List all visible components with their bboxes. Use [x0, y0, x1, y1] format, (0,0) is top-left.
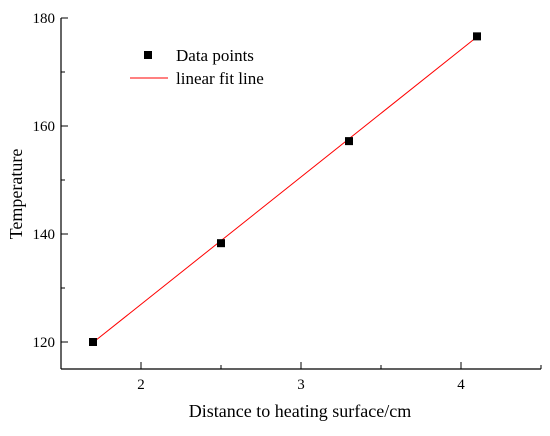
- legend-marker-data-points: [144, 51, 152, 59]
- series-layer: [89, 32, 481, 346]
- ticks: 2 3 4 120 140 160 180: [33, 11, 542, 393]
- data-point: [345, 137, 353, 146]
- y-tick-label: 180: [33, 11, 56, 27]
- legend-label-fit-line: linear fit line: [176, 69, 264, 88]
- y-tick-label: 140: [33, 227, 56, 243]
- x-tick-label: 3: [297, 377, 305, 393]
- data-point: [217, 239, 225, 248]
- data-point: [473, 32, 481, 41]
- y-tick-label: 120: [33, 335, 56, 351]
- x-axis-label: Distance to heating surface/cm: [189, 401, 411, 421]
- data-point: [89, 338, 97, 346]
- legend: Data points linear fit line: [130, 46, 264, 88]
- axes: [60, 18, 541, 370]
- legend-label-data-points: Data points: [176, 46, 254, 65]
- x-tick-label: 4: [457, 377, 465, 393]
- fit-line: [92, 36, 478, 343]
- x-tick-label: 2: [137, 377, 145, 393]
- y-axis-label: Temperature: [6, 149, 26, 240]
- y-tick-label: 160: [33, 119, 56, 135]
